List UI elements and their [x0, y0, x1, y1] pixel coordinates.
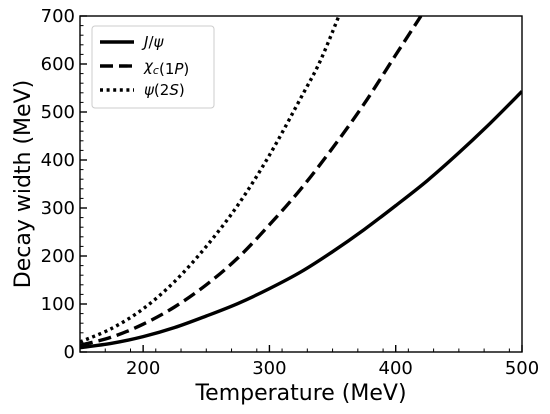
legend: J/ψ χc(1P) ψ(2S) — [91, 25, 215, 109]
y-tick-label: 0 — [64, 342, 75, 363]
y-tick-label: 700 — [41, 6, 75, 27]
legend-box — [91, 25, 215, 109]
x-tick-label: 500 — [505, 358, 539, 379]
series-line-0 — [80, 90, 522, 350]
y-tick-label: 100 — [41, 294, 75, 315]
axis-ticks: 200 300 400 500 0 100 200 300 400 500 600 700 — [41, 6, 540, 379]
series-line-1 — [80, 16, 423, 347]
y-tick-label: 600 — [41, 54, 75, 75]
plot-layer — [80, 16, 522, 350]
y-tick-label: 200 — [41, 246, 75, 267]
x-tick-label: 200 — [126, 358, 160, 379]
legend-label: ψ(2S) — [144, 81, 185, 99]
legend-label: J/ψ — [141, 33, 165, 51]
y-tick-label: 400 — [41, 150, 75, 171]
plot-frame — [79, 15, 523, 353]
x-tick-label: 400 — [379, 358, 413, 379]
y-tick-label: 300 — [41, 198, 75, 219]
y-axis-title: Decay width (MeV) — [11, 80, 36, 288]
series-line-2 — [80, 16, 341, 344]
x-axis-title: Temperature (MeV) — [194, 381, 406, 406]
y-tick-label: 500 — [41, 102, 75, 123]
x-tick-label: 300 — [252, 358, 286, 379]
legend-label: χc(1P) — [143, 57, 189, 78]
